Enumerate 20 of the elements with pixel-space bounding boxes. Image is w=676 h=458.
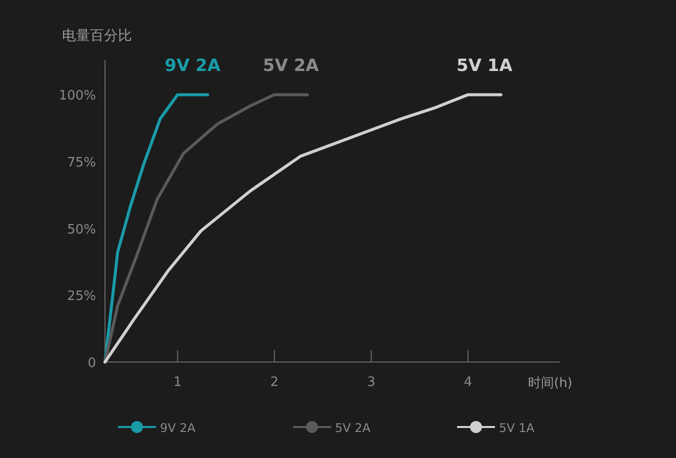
text: 5V 2A	[262, 56, 319, 76]
legend-label: 9V 2A	[160, 421, 196, 435]
y-tick-label: 0	[88, 356, 96, 371]
x-tick-label: 2	[270, 375, 279, 390]
y-tick-label: 50%	[67, 222, 96, 238]
x-axis-title: 时间(h)	[528, 376, 572, 391]
x-tick-label: 4	[464, 375, 472, 390]
text: 5V 1A	[456, 56, 512, 76]
legend-label: 5V 1A	[499, 421, 536, 435]
line-series	[104, 93, 210, 364]
x-tick-label: 3	[367, 375, 376, 390]
line-series	[104, 93, 502, 364]
y-tick-label: 25%	[67, 289, 96, 304]
legend-label: 5V 2A	[335, 421, 372, 435]
y-axis-title: 电量百分比	[62, 28, 132, 44]
text: 9V 2A	[164, 56, 221, 76]
y-tick-label: 100%	[58, 88, 96, 104]
x-tick-label: 1	[173, 375, 182, 390]
y-tick-label: 75%	[67, 156, 96, 171]
line-series	[104, 93, 309, 364]
